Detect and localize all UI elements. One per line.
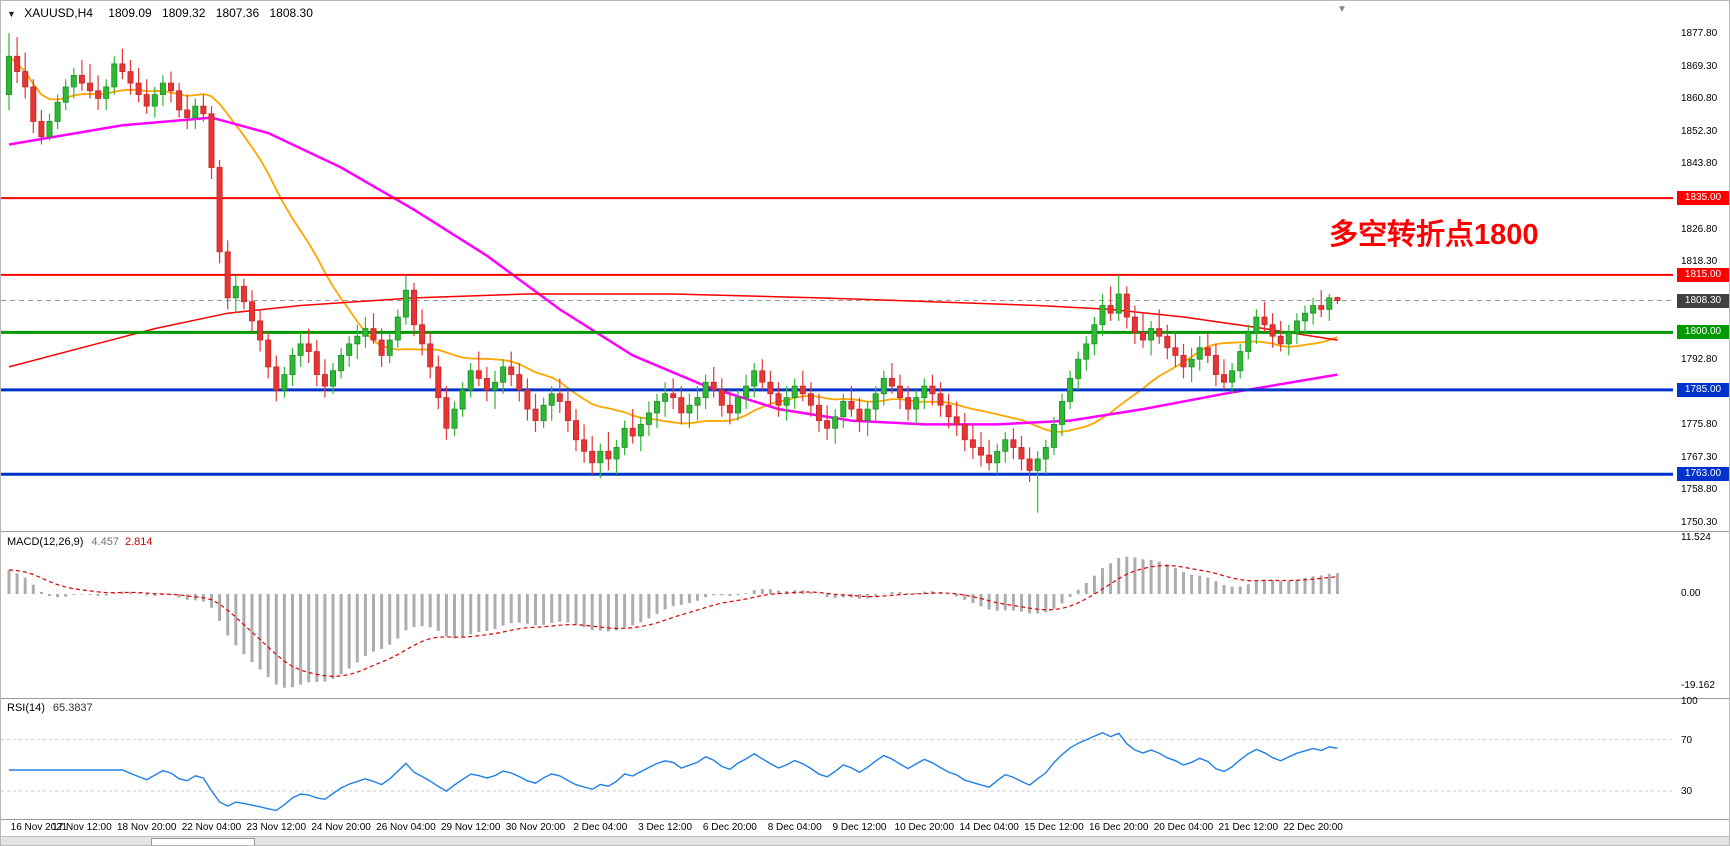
rsi-line [9,732,1338,812]
horizontal-lines [1,197,1673,476]
time-axis-label: 22 Dec 20:00 [1283,822,1343,833]
time-axis-label: 24 Nov 20:00 [311,822,371,833]
price-badge-1835.00: 1835.00 [1677,191,1729,206]
price-axis-tick: 1818.30 [1681,256,1718,268]
price-axis-tick: 1767.30 [1681,451,1718,463]
ma-orange-fast-ma [8,55,1338,433]
time-axis-label: 20 Dec 04:00 [1153,822,1214,833]
time-axis-label: 30 Nov 20:00 [505,822,566,833]
quote-close: 1808.30 [269,6,313,20]
price-axis-tick: 1877.80 [1681,28,1718,39]
symbol-timeframe-label: XAUUSD,H4 [24,6,93,20]
rsi-levels [1,739,1673,792]
price-badge-1785.00: 1785.00 [1677,382,1729,397]
time-axis-label: 29 Nov 12:00 [440,822,501,833]
quote-high: 1809.32 [162,6,206,20]
rsi-value: 65.3837 [52,702,93,714]
time-axis-label: 6 Dec 20:00 [702,822,757,833]
time-axis-label: 10 Dec 20:00 [894,822,955,833]
ma-magenta-slow-ma [8,116,1338,426]
scrollbar-thumb[interactable] [151,838,255,845]
time-axis-label: 14 Dec 04:00 [959,822,1019,833]
annotation-text[interactable]: 多空转折点1800 [1329,219,1539,251]
macd-indicator-label: MACD(12,26,9) 4.457 2.814 [7,536,152,548]
panel-separators [1,531,1729,820]
price-badge-1815.00: 1815.00 [1677,267,1729,282]
time-axis-label: 22 Nov 04:00 [181,822,242,833]
quote-low: 1807.36 [215,6,260,20]
quote-open: 1809.09 [108,6,152,20]
price-badge-1763.00: 1763.00 [1677,467,1729,482]
time-axis-label: 21 Dec 12:00 [1218,822,1279,833]
price-axis-tick: 1750.30 [1681,517,1718,528]
rsi-name: RSI(14) [7,702,45,714]
price-axis-tick: 1843.80 [1681,158,1718,170]
rsi-axis-tick: 30 [1681,785,1693,797]
price-axis-tick: 1792.80 [1681,354,1718,365]
time-axis-label: 3 Dec 12:00 [638,822,693,833]
macd-value-main: 4.457 [91,536,119,548]
time-axis-label: 16 Nov 2021 [10,822,68,833]
time-axis-label: 15 Dec 12:00 [1024,822,1084,833]
time-axis-label: 17 Nov 12:00 [52,822,112,833]
time-axis-label: 16 Dec 20:00 [1088,822,1149,833]
chart-header: ▼ XAUUSD,H4 1809.09 1809.32 1807.36 1808… [7,6,320,20]
rsi-series [9,732,1338,812]
price-axis-tick: 1869.30 [1681,60,1718,72]
time-axis-label: 18 Nov 20:00 [116,822,177,833]
price-axis-tick: 1758.80 [1681,484,1718,496]
rsi-axis-tick: 70 [1681,734,1693,746]
time-axis-label: 2 Dec 04:00 [573,822,628,833]
rsi-indicator-label: RSI(14) 65.3837 [7,702,93,714]
bottom-scrollbar-track [1,836,1729,845]
price-badge-1800.00: 1800.00 [1677,325,1729,340]
candles [6,33,1341,513]
rsi-axis-tick: 100 [1681,696,1698,707]
chart-shift-marker-icon[interactable]: ▼ [1337,4,1347,15]
time-axis-label: 8 Dec 04:00 [767,822,822,833]
price-axis-tick: 1852.30 [1681,125,1718,137]
macd-name: MACD(12,26,9) [7,536,84,548]
price-axis-tick: 1826.80 [1681,223,1718,235]
bid-price-badge: 1808.30 [1677,293,1729,308]
time-axis-label: 9 Dec 12:00 [832,822,887,833]
time-axis-label: 26 Nov 04:00 [376,822,436,833]
price-axis-tick: 1775.80 [1681,419,1718,431]
symbol-dropdown-icon[interactable]: ▼ [7,9,16,19]
time-axis-label: 23 Nov 12:00 [246,822,307,833]
macd-axis-tick: -19.162 [1681,680,1715,692]
price-axis-tick: 1860.80 [1681,93,1718,105]
macd-axis-tick: 0.00 [1681,588,1701,599]
macd-axis-tick: 11.524 [1681,532,1711,544]
macd-value-signal: 2.814 [124,536,153,548]
